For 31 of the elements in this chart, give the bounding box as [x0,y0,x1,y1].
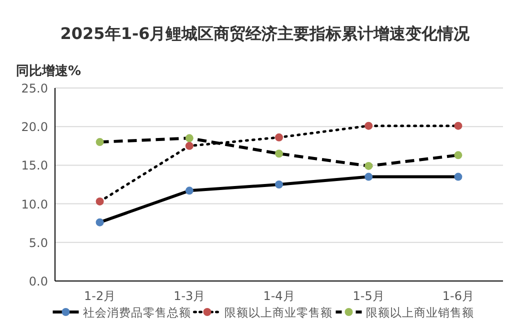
point [275,180,283,188]
x-tick-label: 1-6月 [442,289,474,303]
y-axis-title: 同比增速% [16,64,82,79]
legend-label: 限额以上商业零售额 [224,306,332,320]
point [275,133,283,142]
y-tick-label: 25.0 [21,82,48,96]
y-tick-label: 5.0 [28,236,48,250]
x-tick-label: 1-3月 [174,289,206,303]
point [185,142,194,150]
x-tick-label: 1-4月 [263,289,295,303]
point [185,186,194,195]
legend-label: 社会消费品零售总额 [82,306,191,320]
point [364,122,373,130]
point [454,172,462,181]
x-tick-label: 1-5月 [352,289,384,303]
legend-label: 限额以上商业销售额 [366,306,474,320]
chart-title: 2025年1-6月鲤城区商贸经济主要指标累计增速变化情况 [60,24,471,43]
point [454,151,462,160]
point [364,172,373,181]
point [96,197,104,206]
point [275,150,283,158]
point [185,134,194,142]
y-tick-label: 10.0 [21,197,48,212]
point [364,162,373,170]
point [454,122,462,130]
y-tick-label: 15.0 [21,158,48,173]
y-tick-label: 20.0 [21,120,48,134]
point [96,218,104,226]
y-tick-label: 0.0 [28,274,48,288]
point [96,138,104,146]
x-tick-label: 1-2月 [84,289,116,303]
